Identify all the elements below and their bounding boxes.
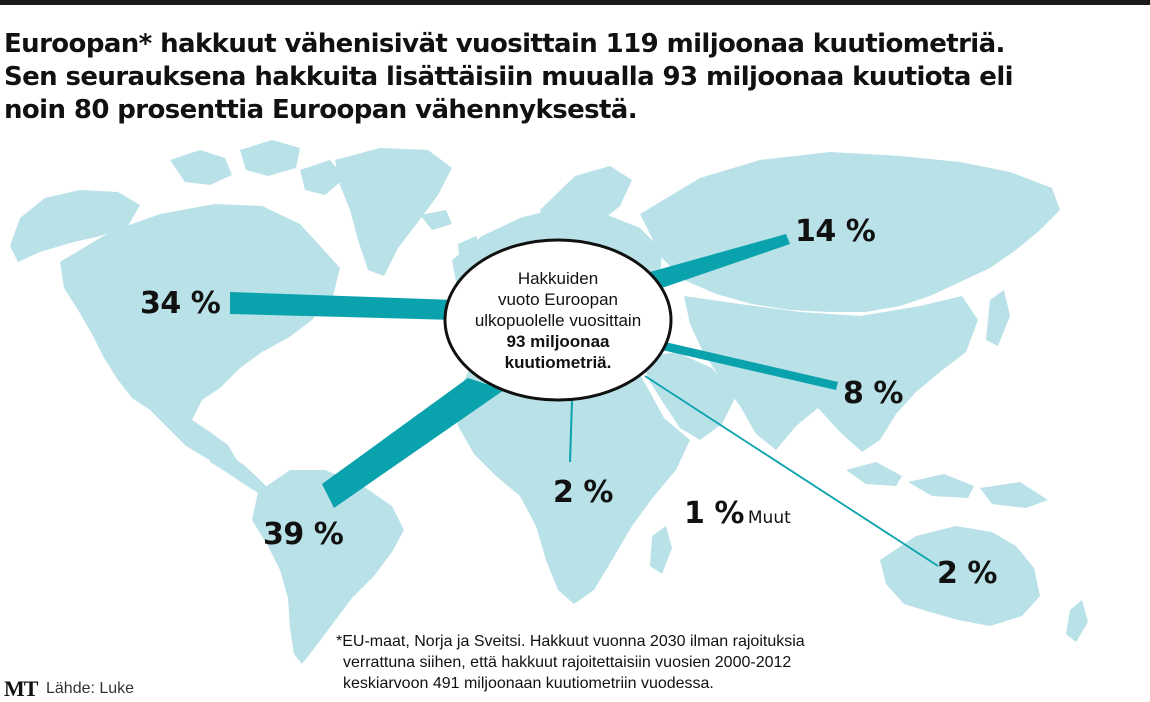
bubble-line-1: Hakkuiden	[517, 268, 599, 288]
center-bubble: Hakkuiden vuoto Euroopan ulkopuolelle vu…	[445, 240, 671, 400]
pct-other: 1 % Muut	[684, 496, 791, 531]
iceland-landmass	[420, 210, 452, 230]
japan-landmass	[986, 290, 1010, 346]
bubble-bold-line-2: kuutiometriä.	[504, 352, 612, 372]
center-bubble-shape	[443, 238, 673, 402]
bubble-line-2: vuoto Euroopan	[497, 289, 619, 309]
flow-east-asia	[662, 342, 838, 390]
bubble-line-3: ulkopuolelle vuosittain	[474, 310, 642, 330]
pct-oceania: 2 %	[937, 556, 997, 591]
footnote-line-1: *EU-maat, Norja ja Sveitsi. Hakkuut vuon…	[336, 633, 805, 650]
greenland-landmass	[335, 148, 452, 276]
south-america-landmass	[252, 470, 404, 664]
headline-line-2: Sen seurauksena hakkuita lisättäisiin mu…	[4, 62, 1014, 92]
africa-landmass	[456, 350, 690, 604]
flow-africa	[569, 399, 573, 463]
pct-east-asia: 8 %	[843, 376, 903, 411]
middle-east-landmass	[640, 352, 736, 440]
pct-africa: 2 %	[553, 475, 613, 510]
pct-other-value: 1 %	[684, 496, 744, 531]
footnote: *EU-maat, Norja ja Sveitsi. Hakkuut vuon…	[336, 631, 1136, 694]
headline: Euroopan* hakkuut vähenisivät vuosittain…	[4, 28, 1144, 127]
flow-north-america	[230, 292, 455, 320]
source-credit: Lähde: Luke	[46, 680, 135, 697]
north-asia-landmass	[640, 152, 1060, 312]
flow-arrows	[230, 234, 939, 567]
pct-north-america: 34 %	[140, 286, 221, 321]
headline-line-1: Euroopan* hakkuut vähenisivät vuosittain…	[4, 29, 1005, 59]
headline-line-3: noin 80 prosenttia Euroopan vähennyksest…	[4, 95, 638, 125]
land-masses	[10, 140, 1088, 664]
north-america-landmass	[60, 204, 340, 470]
flow-asia-north	[650, 234, 790, 290]
brand-logo: MT	[4, 676, 38, 701]
pct-south-america: 39 %	[263, 517, 344, 552]
australia-landmass	[880, 526, 1040, 626]
top-rule	[0, 0, 1150, 5]
south-east-asia-landmass	[684, 296, 978, 452]
new-zealand-landmass	[1066, 600, 1088, 642]
scandinavia-landmass	[540, 166, 632, 236]
alaska-landmass	[10, 190, 140, 262]
madagascar-landmass	[650, 526, 672, 574]
footnote-line-2: verrattuna siihen, että hakkuut rajoitet…	[343, 654, 792, 671]
bubble-bold-line-1: 93 miljoonaa	[506, 331, 610, 351]
pct-asia-north: 14 %	[795, 214, 876, 249]
flow-south-america	[322, 378, 504, 508]
pct-other-label: Muut	[747, 508, 791, 528]
indonesia-landmass	[846, 462, 1048, 508]
footnote-line-3: keskiarvoon 491 miljoonaan kuutiometriin…	[343, 675, 714, 692]
arctic-islands-landmass	[170, 140, 345, 195]
central-america-landmass	[206, 448, 268, 494]
flow-oceania	[644, 375, 939, 567]
